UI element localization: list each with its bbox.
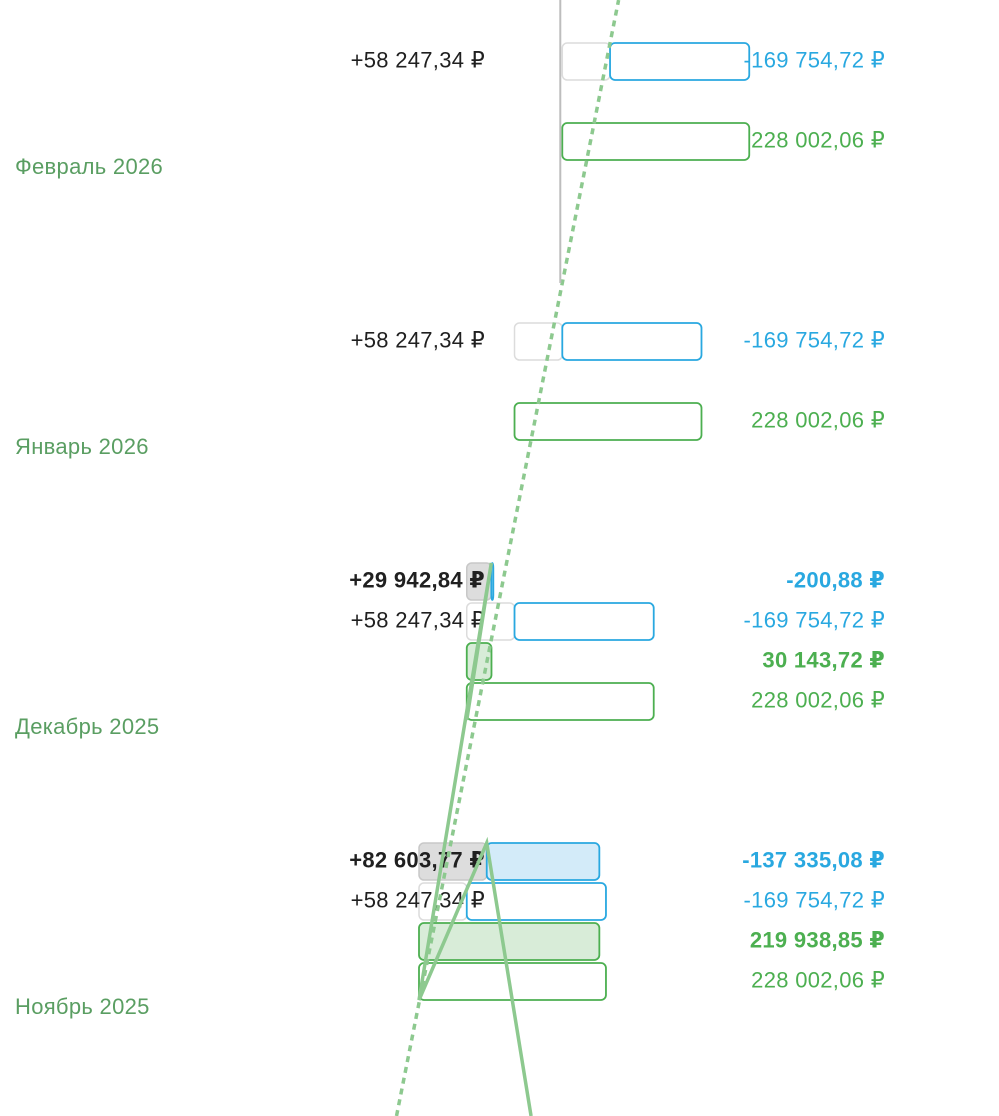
fact-expense-label: -137 335,08 ₽ [742, 847, 885, 872]
plan-income-bar [561, 122, 751, 161]
fact-expense-label: -200,88 ₽ [786, 567, 885, 592]
month-label: Ноябрь 2025 [15, 994, 150, 1019]
plan-income-label: 228 002,06 ₽ [751, 407, 885, 432]
fact-income-label: 30 143,72 ₽ [762, 647, 885, 672]
plan-expense-bar [513, 602, 655, 641]
month-label: Январь 2026 [15, 434, 149, 459]
plan-expense-bar [609, 42, 751, 81]
month-label: Февраль 2026 [15, 154, 164, 179]
plan-expense-label: -169 754,72 ₽ [744, 327, 885, 352]
plan-trend-line [394, 0, 621, 1116]
plan-expense-bar [561, 322, 703, 361]
fact-balance-label: +29 942,84 ₽ [349, 567, 485, 592]
plan-income-label: 228 002,06 ₽ [751, 967, 885, 992]
fact-trend-line [417, 562, 533, 1116]
plan-balance-label: +58 247,34 ₽ [351, 607, 485, 632]
fact-income-bar [418, 922, 601, 961]
plan-expense-label: -169 754,72 ₽ [744, 607, 885, 632]
plan-expense-bar [465, 882, 607, 921]
plan-balance-bar [513, 322, 564, 361]
plan-income-label: 228 002,06 ₽ [751, 127, 885, 152]
plan-expense-label: -169 754,72 ₽ [744, 887, 885, 912]
fact-balance-label: +82 603,77 ₽ [349, 847, 485, 872]
plan-income-bar [465, 682, 655, 721]
plan-income-bar [513, 402, 703, 441]
trend-layer [394, 0, 621, 1116]
month-label: Декабрь 2025 [15, 714, 160, 739]
plan-income-label: 228 002,06 ₽ [751, 687, 885, 712]
plan-expense-label: -169 754,72 ₽ [744, 47, 885, 72]
fact-expense-bar [490, 562, 495, 601]
plan-balance-label: +58 247,34 ₽ [351, 327, 485, 352]
fact-expense-bar [485, 842, 601, 881]
bars-layer [418, 42, 751, 1001]
fact-income-label: 219 938,85 ₽ [750, 927, 885, 952]
plan-balance-label: +58 247,34 ₽ [351, 47, 485, 72]
